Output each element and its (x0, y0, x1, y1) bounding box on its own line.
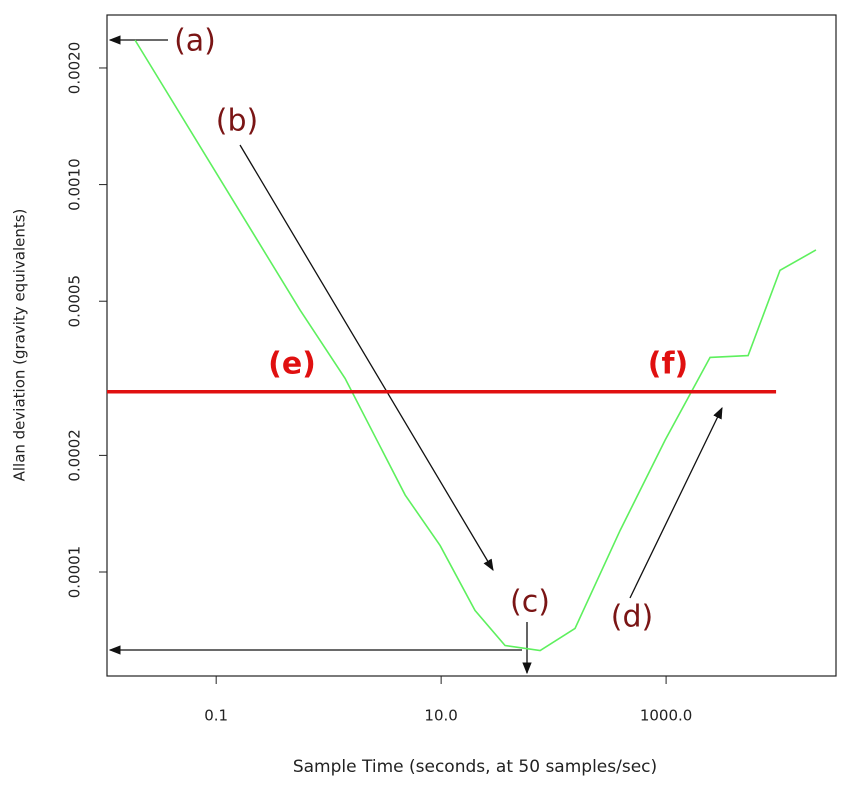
y-tick-label: 0.0010 (66, 158, 84, 211)
annotation: (a) (174, 24, 216, 59)
annotation: (e) (268, 347, 316, 382)
plot-frame (106, 14, 837, 677)
x-tick-label: 10.0 (424, 707, 457, 725)
annotation: (f) (648, 347, 688, 382)
x-axis-label: Sample Time (seconds, at 50 samples/sec) (293, 757, 657, 777)
annotation: (b) (216, 104, 258, 139)
y-tick-label: 0.0001 (66, 546, 84, 599)
y-tick-label: 0.0020 (66, 42, 84, 95)
arrows (108, 35, 723, 675)
arrow (239, 144, 494, 572)
y-axis-label: Allan deviation (gravity equivalents) (11, 209, 29, 482)
data-line (134, 39, 817, 652)
arrow (629, 406, 723, 599)
x-tick-label: 0.1 (204, 707, 228, 725)
annotation: (c) (510, 585, 550, 620)
y-tick-label: 0.0005 (66, 275, 84, 328)
x-tick-label: 1000.0 (640, 707, 693, 725)
y-tick-label: 0.0002 (66, 429, 84, 482)
annotation: (d) (611, 600, 653, 635)
